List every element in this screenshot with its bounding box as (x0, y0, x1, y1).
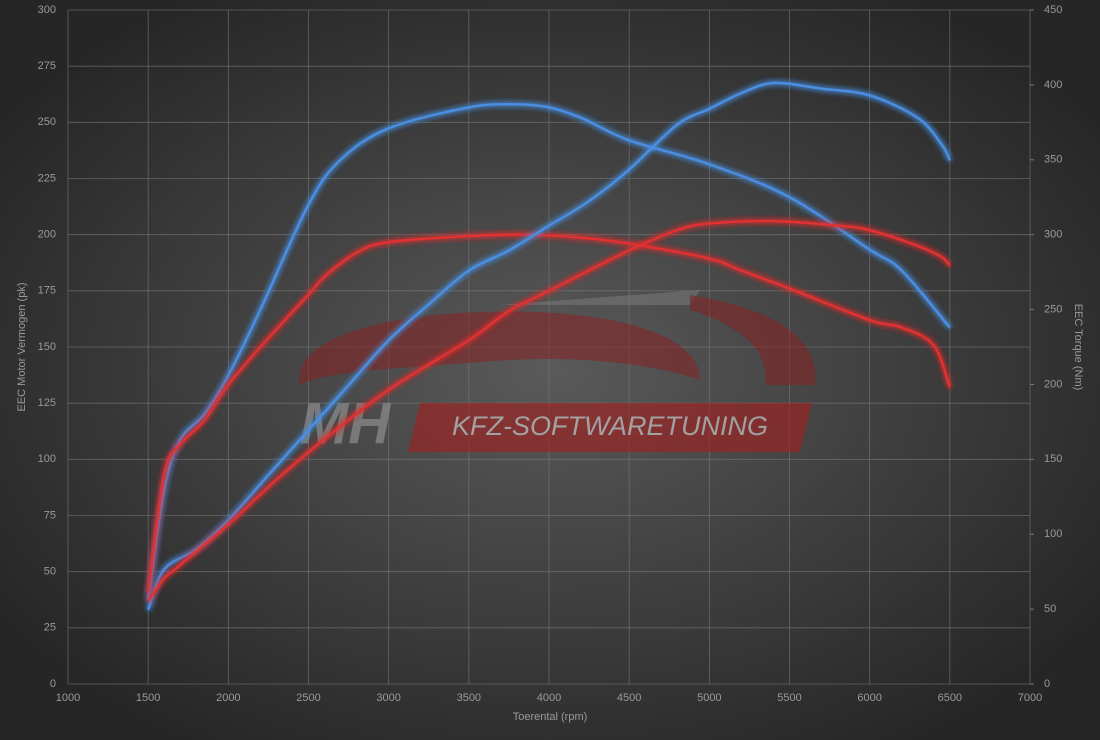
series-line (147, 219, 951, 602)
y2-tick-label: 250 (1044, 303, 1062, 315)
y-tick-label: 275 (38, 60, 56, 72)
y2-axis-label: EEC Torque (Nm) (1072, 304, 1084, 391)
x-tick-label: 4000 (537, 692, 561, 704)
series-line (146, 81, 951, 611)
x-axis-label: Toerental (rpm) (513, 711, 588, 723)
logo-swoosh (500, 290, 700, 305)
y-axis-label: EEC Motor Vermogen (pk) (16, 283, 28, 412)
y2-tick-label: 350 (1044, 154, 1062, 166)
y-tick-label: 300 (38, 4, 56, 16)
y2-tick-label: 50 (1044, 603, 1056, 615)
x-tick-label: 7000 (1018, 692, 1042, 704)
series-line (146, 103, 951, 601)
x-tick-label: 2000 (216, 692, 240, 704)
x-tick-label: 2500 (296, 692, 320, 704)
x-tick-label: 3500 (457, 692, 481, 704)
y2-tick-label: 150 (1044, 453, 1062, 465)
x-tick-label: 1500 (136, 692, 160, 704)
y-tick-label: 75 (44, 509, 56, 521)
y2-tick-label: 400 (1044, 79, 1062, 91)
y-tick-label: 175 (38, 285, 56, 297)
y-tick-label: 0 (50, 678, 56, 690)
x-tick-label: 4500 (617, 692, 641, 704)
y2-tick-label: 100 (1044, 528, 1062, 540)
y-tick-label: 125 (38, 397, 56, 409)
y-tick-label: 100 (38, 453, 56, 465)
logo-box (408, 403, 812, 452)
y-tick-label: 150 (38, 341, 56, 353)
logo-swoosh (690, 295, 816, 385)
y2-tick-label: 200 (1044, 378, 1062, 390)
x-tick-label: 5500 (777, 692, 801, 704)
y-tick-label: 200 (38, 229, 56, 241)
y2-tick-label: 0 (1044, 678, 1050, 690)
y-tick-label: 250 (38, 116, 56, 128)
x-tick-label: 3000 (376, 692, 400, 704)
y-tick-label: 225 (38, 172, 56, 184)
y2-tick-label: 450 (1044, 4, 1062, 16)
y-tick-label: 25 (44, 622, 56, 634)
x-tick-label: 5000 (697, 692, 721, 704)
series-line (146, 233, 952, 593)
logo-text: KFZ-SOFTWARETUNING (452, 411, 768, 441)
y2-tick-label: 300 (1044, 229, 1062, 241)
x-tick-label: 6000 (857, 692, 881, 704)
y-tick-label: 50 (44, 566, 56, 578)
x-tick-label: 6500 (938, 692, 962, 704)
x-tick-label: 1000 (56, 692, 80, 704)
